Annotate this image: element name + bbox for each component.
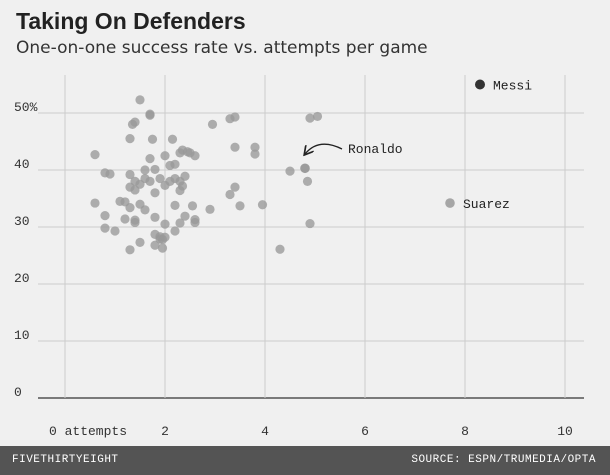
data-point <box>205 204 215 214</box>
point-ronaldo <box>300 163 310 174</box>
data-point <box>177 181 188 191</box>
data-point <box>190 217 200 228</box>
data-point <box>130 217 140 228</box>
data-point <box>130 117 140 127</box>
y-tick-label: 0 <box>14 385 22 400</box>
data-point <box>105 169 115 179</box>
data-point <box>145 176 155 186</box>
data-point <box>145 109 155 119</box>
x-tick-label: 6 <box>361 424 369 439</box>
footer-bar: FIVETHIRTYEIGHT SOURCE: ESPN/TRUMEDIA/OP… <box>0 446 610 475</box>
data-point <box>157 243 168 253</box>
x-tick-label: 4 <box>261 424 269 439</box>
data-point <box>180 171 190 181</box>
data-point <box>90 150 100 160</box>
point-messi <box>475 79 485 90</box>
chart-title: Taking On Defenders <box>16 8 246 34</box>
data-point <box>160 151 170 161</box>
label-ronaldo: Ronaldo <box>348 142 403 157</box>
highlight-layer: Messi Ronaldo Suarez <box>300 79 532 212</box>
data-point <box>135 237 145 247</box>
data-point <box>312 111 323 122</box>
data-point <box>125 203 135 213</box>
data-point <box>257 200 268 210</box>
data-point <box>100 223 110 233</box>
data-point <box>302 176 313 186</box>
data-point <box>175 218 185 228</box>
data-point <box>160 232 170 242</box>
data-point <box>225 189 235 200</box>
data-point <box>170 226 180 236</box>
data-point <box>120 214 130 224</box>
y-tick-label: 50% <box>14 100 38 115</box>
ronaldo-arrow <box>305 143 343 154</box>
x-tick-label: 10 <box>557 424 573 439</box>
point-suarez <box>445 198 455 208</box>
data-point <box>125 134 135 144</box>
chart-subtitle: One-on-one success rate vs. attempts per… <box>16 38 428 58</box>
label-messi: Messi <box>493 79 532 94</box>
data-point <box>170 159 180 169</box>
data-point <box>180 211 190 221</box>
data-point <box>167 134 178 144</box>
data-point <box>230 182 240 192</box>
data-point <box>285 166 295 176</box>
points-layer <box>90 95 323 255</box>
x-tick-label: 8 <box>461 424 469 439</box>
x-tick-label: 2 <box>161 424 169 439</box>
data-point <box>305 113 315 123</box>
data-point <box>155 173 165 184</box>
data-point <box>150 240 160 250</box>
data-point <box>150 188 160 198</box>
data-point <box>305 218 315 229</box>
data-point <box>160 219 170 229</box>
y-tick-label: 30 <box>14 214 30 229</box>
data-point <box>207 119 218 129</box>
data-point <box>170 200 180 210</box>
data-point <box>187 201 198 211</box>
data-point <box>140 205 150 215</box>
label-suarez: Suarez <box>463 197 510 212</box>
data-point <box>135 95 145 105</box>
x-tick-label: 0 attempts <box>49 424 127 439</box>
y-tick-label: 20 <box>14 271 30 286</box>
data-point <box>230 112 240 122</box>
data-point <box>150 212 160 222</box>
source-credit: SOURCE: ESPN/TRUMEDIA/OPTA <box>411 454 596 466</box>
grid-layer: 0 10 20 30 40 50% 0 attempts 2 4 6 8 10 <box>14 75 584 439</box>
brand-logo-text: FIVETHIRTYEIGHT <box>12 454 119 466</box>
data-point <box>230 142 240 152</box>
data-point <box>125 169 135 180</box>
y-tick-label: 40 <box>14 157 30 172</box>
data-point <box>150 164 160 175</box>
y-tick-label: 10 <box>14 328 30 343</box>
data-point <box>90 198 100 208</box>
data-point <box>100 211 110 221</box>
data-point <box>250 142 260 152</box>
data-point <box>190 151 200 161</box>
data-point <box>125 245 135 255</box>
data-point <box>235 201 245 211</box>
data-point <box>147 134 158 144</box>
data-point <box>275 244 285 254</box>
data-point <box>110 226 120 236</box>
data-point <box>145 154 155 164</box>
data-point <box>140 165 150 175</box>
data-point <box>250 149 260 159</box>
